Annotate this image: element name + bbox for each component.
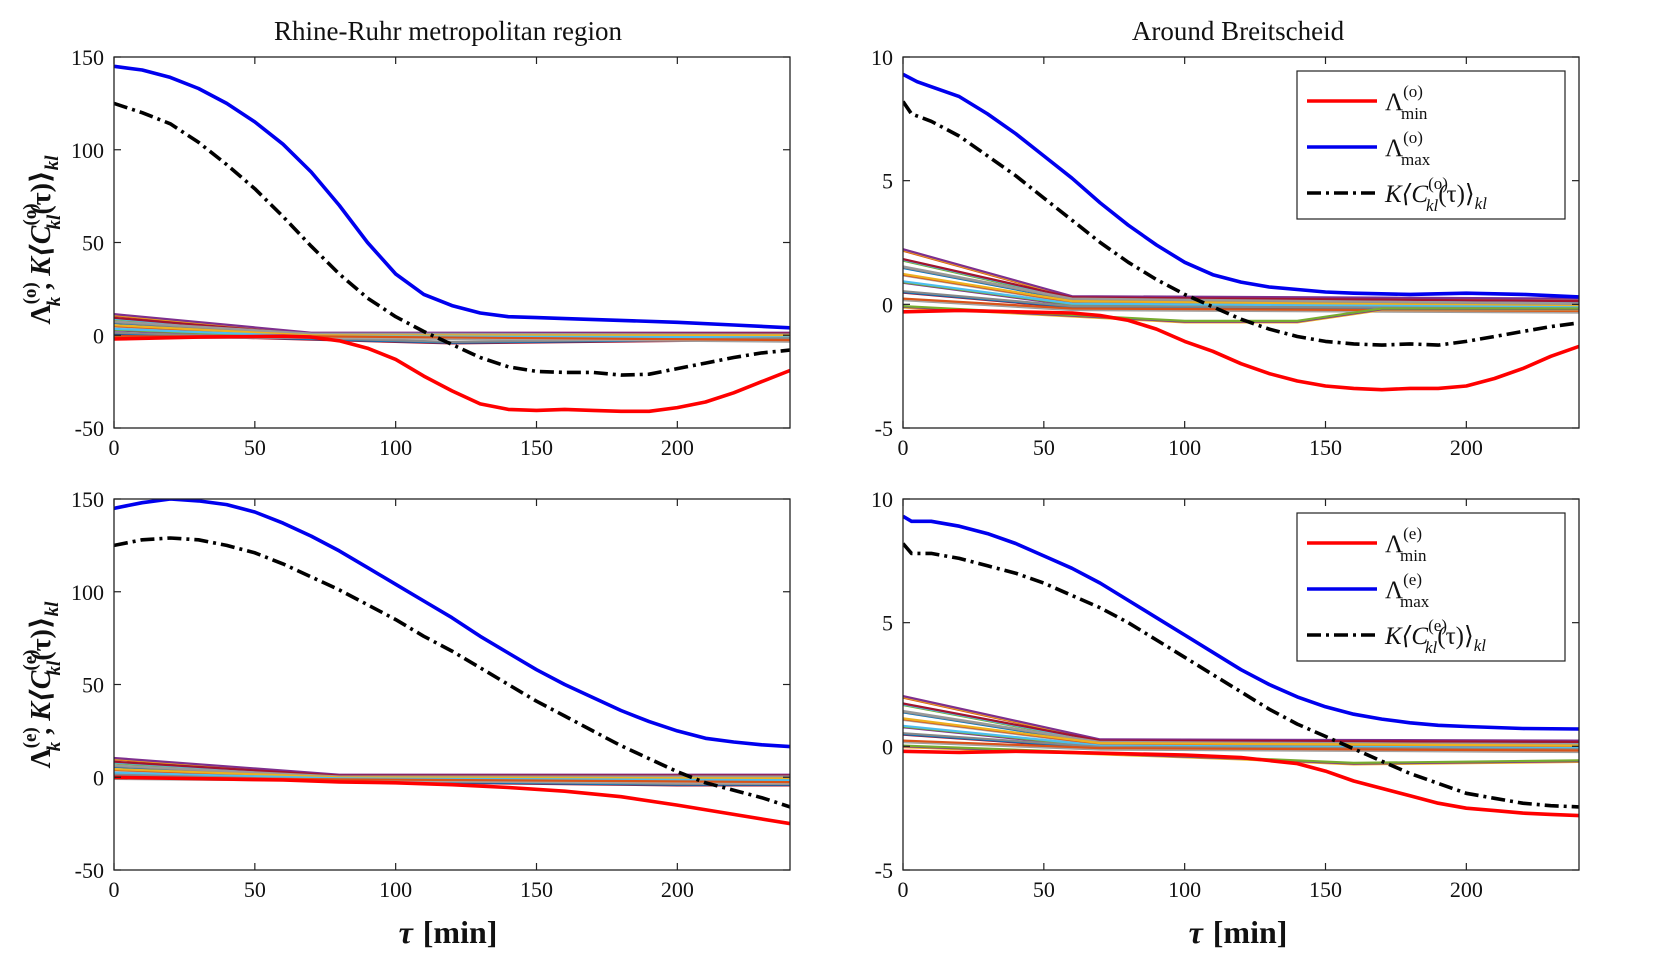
x-tick-label: 50 xyxy=(244,435,266,460)
x-tick-label: 100 xyxy=(1168,877,1201,902)
eigenvalue-curve xyxy=(114,320,790,336)
x-tick-label: 0 xyxy=(109,877,120,902)
series-line-max xyxy=(114,499,790,749)
series-line-min xyxy=(903,749,1579,818)
eigenvalue-curve xyxy=(903,695,1579,742)
y-tick-label: 0 xyxy=(93,323,104,348)
y-tick-label: 100 xyxy=(71,138,104,163)
ylabel-even: Λ(e) k , K⟨C(e) kl(τ)⟩kl xyxy=(20,601,65,769)
plot-area xyxy=(114,64,790,414)
y-tick-label: -5 xyxy=(875,858,893,883)
series-line-max xyxy=(903,72,1579,299)
x-tick-label: 100 xyxy=(379,435,412,460)
eigenvalue-curve xyxy=(903,258,1579,303)
y-tick-label: -5 xyxy=(875,416,893,441)
x-tick-label: 150 xyxy=(520,877,553,902)
eigenvalue-curve xyxy=(903,717,1579,747)
y-tick-label: 0 xyxy=(93,765,104,790)
x-tick-label: 100 xyxy=(379,877,412,902)
y-tick-label: 150 xyxy=(71,487,104,512)
legend-label-max: Λ(e) max xyxy=(1385,570,1430,611)
plot-area xyxy=(903,514,1579,818)
col-title-rhine-ruhr: Rhine-Ruhr metropolitan region xyxy=(274,16,622,46)
y-tick-label: 5 xyxy=(882,611,893,636)
y-tick-label: 10 xyxy=(871,487,893,512)
legend-label-mean: K⟨C(o) kl(τ)⟩kl xyxy=(1384,174,1487,215)
x-tick-label: 150 xyxy=(1309,435,1342,460)
x-tick-label: 50 xyxy=(1033,877,1055,902)
legend-label-min: Λ(o) min xyxy=(1385,82,1428,123)
x-tick-label: 100 xyxy=(1168,435,1201,460)
x-tick-label: 50 xyxy=(244,877,266,902)
axes-frame xyxy=(113,56,791,429)
eigenvalue-curve xyxy=(903,272,1579,308)
eigenvalue-curve xyxy=(903,724,1579,750)
series-line-mean xyxy=(903,542,1579,809)
eigenvalue-curve xyxy=(903,265,1579,305)
axes-frame xyxy=(902,498,1580,871)
legend: Λ(o) min Λ(o) max K⟨C(o) kl(τ)⟩kl xyxy=(1296,70,1566,220)
legend-label-mean: K⟨C(e) kl(τ)⟩kl xyxy=(1384,616,1486,657)
series-line-max xyxy=(114,64,790,330)
y-tick-label: 100 xyxy=(71,580,104,605)
eigenvalue-curve xyxy=(903,248,1579,300)
x-tick-label: 0 xyxy=(898,435,909,460)
x-tick-label: 200 xyxy=(661,435,694,460)
legend: Λ(e) min Λ(e) max K⟨C(e) kl(τ)⟩kl xyxy=(1296,512,1566,662)
y-tick-label: 5 xyxy=(882,169,893,194)
x-tick-label: 0 xyxy=(898,877,909,902)
y-tick-label: 10 xyxy=(871,45,893,70)
y-tick-label: 0 xyxy=(882,292,893,317)
series-line-min xyxy=(114,334,790,414)
y-tick-label: 50 xyxy=(82,231,104,256)
y-tick-label: -50 xyxy=(75,416,104,441)
col-title-breitscheid: Around Breitscheid xyxy=(1132,16,1345,46)
eigenvalue-curve xyxy=(903,709,1579,746)
x-tick-label: 200 xyxy=(1450,877,1483,902)
series-line-min xyxy=(114,775,790,826)
y-tick-label: -50 xyxy=(75,858,104,883)
ylabel-open: Λ(o) k , K⟨C(o) kl(τ)⟩kl xyxy=(20,155,65,325)
x-tick-label: 200 xyxy=(661,877,694,902)
series-line-mean xyxy=(903,100,1579,347)
series-line-min xyxy=(903,308,1579,392)
eigenvalue-curve xyxy=(903,280,1579,309)
x-tick-label: 150 xyxy=(1309,877,1342,902)
xlabel-left: τ [min] xyxy=(399,914,498,950)
x-tick-label: 0 xyxy=(109,435,120,460)
eigenvalue-curve xyxy=(903,732,1579,751)
x-tick-label: 50 xyxy=(1033,435,1055,460)
y-tick-label: 50 xyxy=(82,673,104,698)
eigenvalue-curve xyxy=(903,739,1579,752)
legend-label-min: Λ(e) min xyxy=(1385,524,1427,565)
y-tick-label: 0 xyxy=(882,734,893,759)
series-line-mean xyxy=(114,536,790,809)
legend-label-max: Λ(o) max xyxy=(1385,128,1431,169)
x-tick-label: 150 xyxy=(520,435,553,460)
xlabel-right: τ [min] xyxy=(1189,914,1288,950)
x-tick-label: 200 xyxy=(1450,435,1483,460)
y-tick-label: 150 xyxy=(71,45,104,70)
plot-area xyxy=(903,72,1579,392)
plot-area xyxy=(114,499,790,826)
eigenvalue-curve xyxy=(903,702,1579,743)
axes-frame xyxy=(113,498,791,871)
series-line-mean xyxy=(114,101,790,377)
series-line-max xyxy=(903,514,1579,731)
axes-frame xyxy=(902,56,1580,429)
